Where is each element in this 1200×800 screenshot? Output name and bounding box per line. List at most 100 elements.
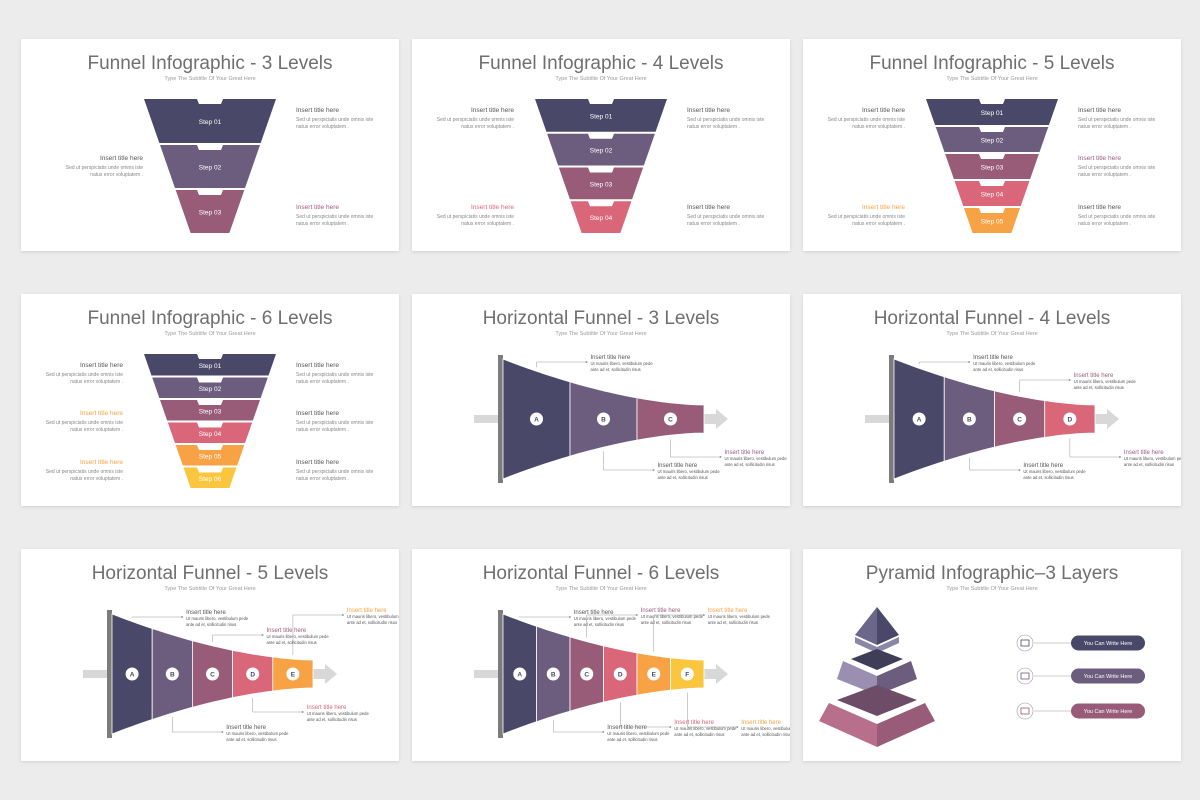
body-text: Ut mauris libero, vestibulum pede <box>347 614 399 619</box>
callout-line <box>653 614 704 652</box>
slide-title: Horizontal Funnel - 5 Levels <box>91 563 329 584</box>
body-text: natus error voluptatem . <box>1078 221 1131 227</box>
letter-circle <box>1063 412 1077 426</box>
step-label: Step 05 <box>981 219 1004 226</box>
segment-letter: C <box>1017 416 1022 423</box>
body-text: natus error voluptatem . <box>296 124 349 130</box>
insert-title: Insert title here <box>1124 450 1164 456</box>
body-text: ante ad et, sollicitudin risus <box>607 737 657 742</box>
funnel-layer <box>547 133 655 166</box>
funnel-layer <box>160 145 260 188</box>
callout-dot <box>1118 456 1121 458</box>
funnel-layer <box>926 99 1058 125</box>
slide-horizontal-3[interactable]: Horizontal Funnel - 3 Levels Type The Su… <box>412 294 790 506</box>
insert-title: Insert title here <box>607 725 647 731</box>
slide-subtitle: Type The Subtitle Of Your Great Here <box>946 76 1038 82</box>
callout-dot <box>968 361 971 363</box>
body-text: natus error voluptatem . <box>461 221 514 227</box>
arrow-icon <box>704 664 728 684</box>
body-text: Sed ut perspiciatis unde omnis iste <box>296 469 373 475</box>
callout-line <box>292 614 343 656</box>
letter-circle <box>664 412 677 426</box>
letter-circle <box>546 667 560 681</box>
callout-dot <box>301 711 304 713</box>
body-text: Ut mauris libero, vestibulum pede <box>1023 469 1086 474</box>
slide-horizontal-5[interactable]: Horizontal Funnel - 5 Levels Type The Su… <box>21 549 399 761</box>
insert-title: Insert title here <box>687 204 730 211</box>
segment-letter: A <box>517 671 522 678</box>
pyramid-tier-1-left <box>855 607 877 645</box>
slide-title: Pyramid Infographic–3 Layers <box>865 563 1119 584</box>
segment-letter: C <box>210 671 215 678</box>
slide-funnel-4[interactable]: Funnel Infographic - 4 Levels Type The S… <box>412 39 790 251</box>
pyramid-graphic: You Can Write Here You Can Write Here You … <box>819 607 1145 747</box>
body-text: ante ad et, sollicitudin risus <box>226 737 276 742</box>
slide-horizontal-4[interactable]: Horizontal Funnel - 4 Levels Type The Su… <box>803 294 1181 506</box>
body-text: natus error voluptatem . <box>1078 172 1131 178</box>
funnel-graphic: Step 01 Step 02 Step 03 Step 04 Step 05 Step … <box>46 354 373 488</box>
body-text: natus error voluptatem . <box>687 124 740 130</box>
arrow-icon <box>704 409 728 429</box>
insert-title: Insert title here <box>471 204 514 211</box>
letter-circle <box>580 667 594 681</box>
slide-title: Funnel Infographic - 6 Levels <box>87 308 333 329</box>
callout-line <box>553 720 604 733</box>
body-text: ante ad et, sollicitudin risus <box>641 620 691 625</box>
callout-dot <box>341 614 344 616</box>
funnel-layer <box>558 167 644 200</box>
body-text: ante ad et, sollicitudin risus <box>658 475 708 480</box>
slide-pyramid-3[interactable]: Pyramid Infographic–3 Layers Type The Su… <box>803 549 1181 761</box>
money-icon <box>1016 702 1034 720</box>
body-text: Sed ut perspiciatis unde omnis iste <box>296 420 373 426</box>
body-text: Sed ut perspiciatis unde omnis iste <box>296 372 373 378</box>
slide-subtitle: Type The Subtitle Of Your Great Here <box>555 76 647 82</box>
body-text: natus error voluptatem . <box>1078 124 1131 130</box>
write-here-label: You Can Write Here <box>1084 709 1133 715</box>
body-text: Ut mauris libero, vestibulum pede <box>741 726 790 731</box>
step-label: Step 02 <box>199 165 222 172</box>
step-label: Step 03 <box>199 210 222 217</box>
slide-funnel-5[interactable]: Funnel Infographic - 5 Levels Type The S… <box>803 39 1181 251</box>
body-text: Ut mauris libero, vestibulum pede <box>267 634 330 639</box>
body-text: Ut mauris libero, vestibulum pede <box>574 616 637 621</box>
step-label: Step 01 <box>199 363 222 370</box>
segment-letter: E <box>291 671 296 678</box>
insert-title: Insert title here <box>674 720 714 726</box>
letter-circle <box>206 667 219 681</box>
body-text: Ut mauris libero, vestibulum pede <box>1124 456 1181 461</box>
write-here-button <box>1071 635 1145 651</box>
funnel-layer <box>935 127 1049 152</box>
step-label: Step 02 <box>590 148 613 155</box>
body-text: natus error voluptatem . <box>687 221 740 227</box>
insert-title: Insert title here <box>687 107 730 114</box>
insert-title: Insert title here <box>100 155 143 162</box>
write-here-button <box>1071 668 1145 684</box>
insert-title: Insert title here <box>186 610 226 616</box>
body-text: natus error voluptatem . <box>852 124 905 130</box>
segment-letter: C <box>668 416 673 423</box>
letter-circle <box>962 412 976 426</box>
icon-glyph <box>1020 639 1030 647</box>
insert-title: Insert title here <box>80 459 123 466</box>
body-text: Sed ut perspiciatis unde omnis iste <box>687 117 764 123</box>
letter-circle <box>647 667 661 681</box>
body-text: Sed ut perspiciatis unde omnis iste <box>437 117 514 123</box>
slide-horizontal-6[interactable]: Horizontal Funnel - 6 Levels Type The Su… <box>412 549 790 761</box>
body-text: natus error voluptatem . <box>70 476 123 482</box>
body-text: ante ad et, sollicitudin risus <box>574 622 624 627</box>
insert-title: Insert title here <box>267 628 307 634</box>
body-text: Ut mauris libero, vestibulum pede <box>658 469 721 474</box>
slide-subtitle: Type The Subtitle Of Your Great Here <box>164 586 256 592</box>
slide-funnel-3[interactable]: Funnel Infographic - 3 Levels Type The S… <box>21 39 399 251</box>
callout-dot <box>221 731 224 733</box>
body-text: ante ad et, sollicitudin risus <box>267 640 317 645</box>
pyramid-tier-2-left <box>837 661 877 695</box>
segment-letter: D <box>250 671 255 678</box>
body-text: ante ad et, sollicitudin risus <box>674 732 724 737</box>
callout-dot <box>1068 379 1071 381</box>
funnel-layer <box>945 154 1039 179</box>
insert-title: Insert title here <box>1078 107 1121 114</box>
slide-funnel-6[interactable]: Funnel Infographic - 6 Levels Type The S… <box>21 294 399 506</box>
